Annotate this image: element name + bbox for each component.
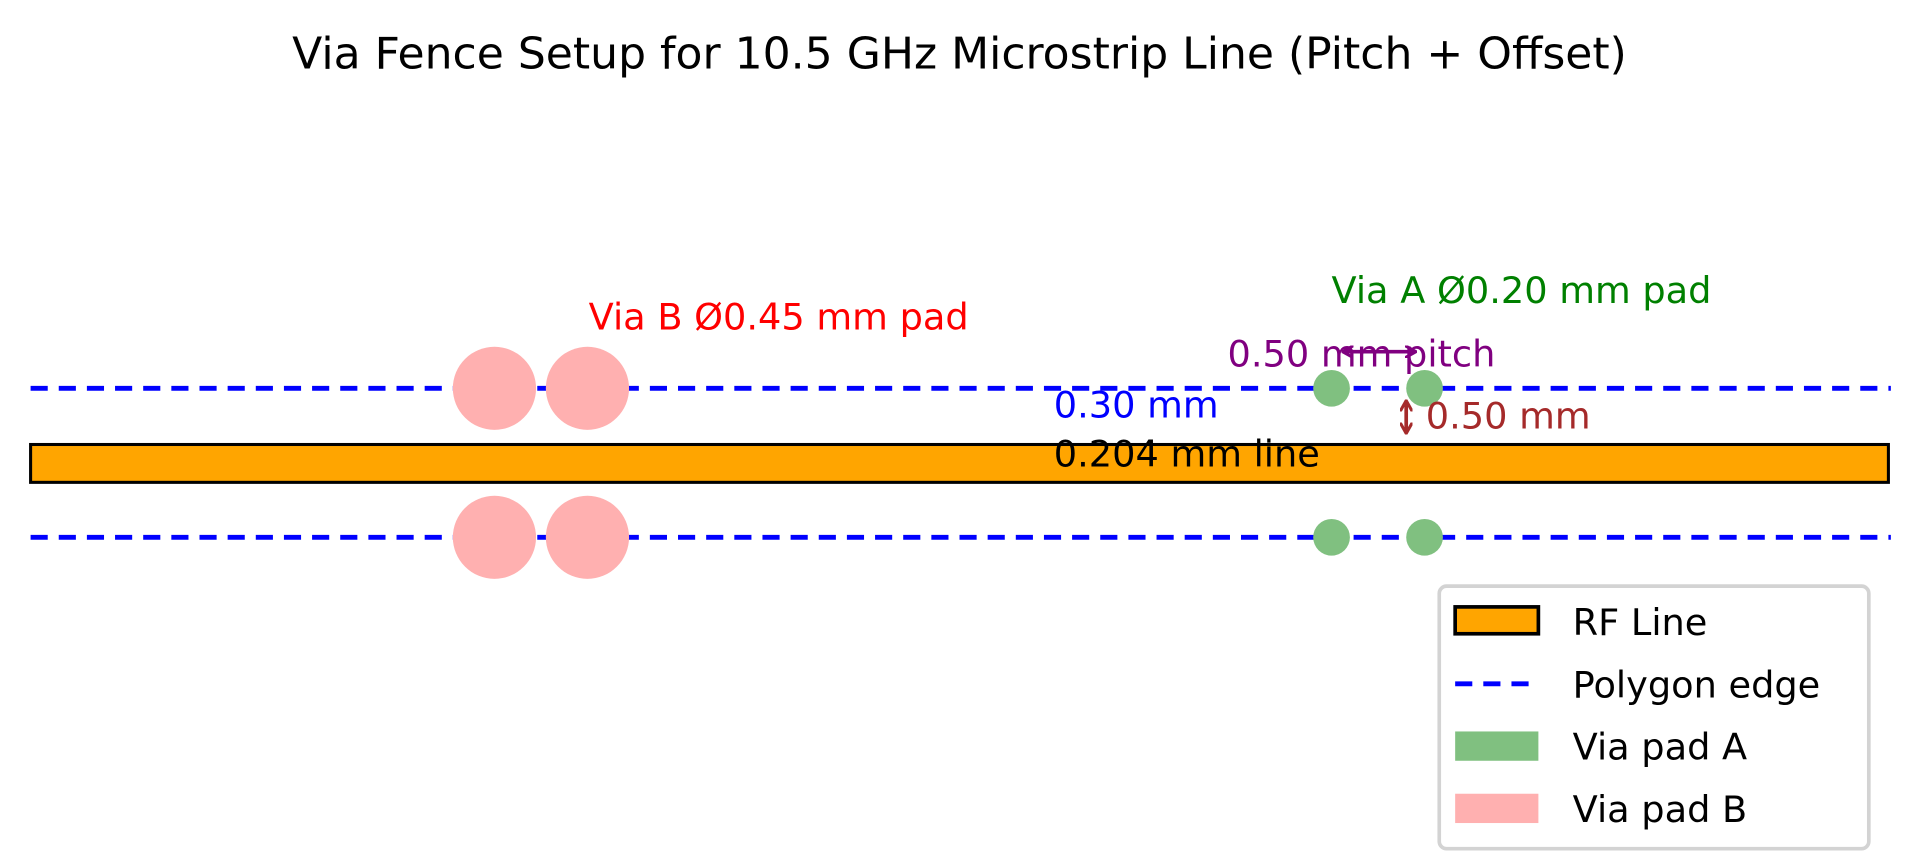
pitch-label: 0.50 mm pitch [1228,332,1496,375]
via-pad-b [452,495,537,579]
legend-swatch-via-b [1455,793,1539,824]
legend-label: Polygon edge [1573,663,1821,706]
via-pad-b [545,346,630,430]
legend-frame [1437,584,1871,851]
legend-label: Via pad A [1573,726,1747,769]
legend-swatch-via-a [1455,731,1539,761]
gap-label: 0.30 mm [1054,384,1219,427]
legend-label: RF Line [1573,601,1708,644]
chart-title: Via Fence Setup for 10.5 GHz Microstrip … [292,28,1627,79]
via-pad-a [1313,370,1350,407]
legend: RF Line Polygon edge Via pad A Via pad B [1437,584,1871,851]
via-a-label: Via A Ø0.20 mm pad [1332,269,1712,312]
via-pad-a [1406,370,1443,407]
via-pad-a [1313,518,1350,556]
legend-swatch-rf-line [1453,605,1541,636]
diagram-shapes [29,346,1891,579]
via-pad-a [1406,518,1443,556]
offset-label: 0.50 mm [1426,395,1591,438]
via-pad-b [452,346,537,430]
rf-line [29,442,1890,484]
legend-label: Via pad B [1573,788,1748,831]
line-width-label: 0.204 mm line [1054,433,1320,476]
via-pad-b [545,495,630,579]
via-b-label: Via B Ø0.45 mm pad [589,296,969,339]
